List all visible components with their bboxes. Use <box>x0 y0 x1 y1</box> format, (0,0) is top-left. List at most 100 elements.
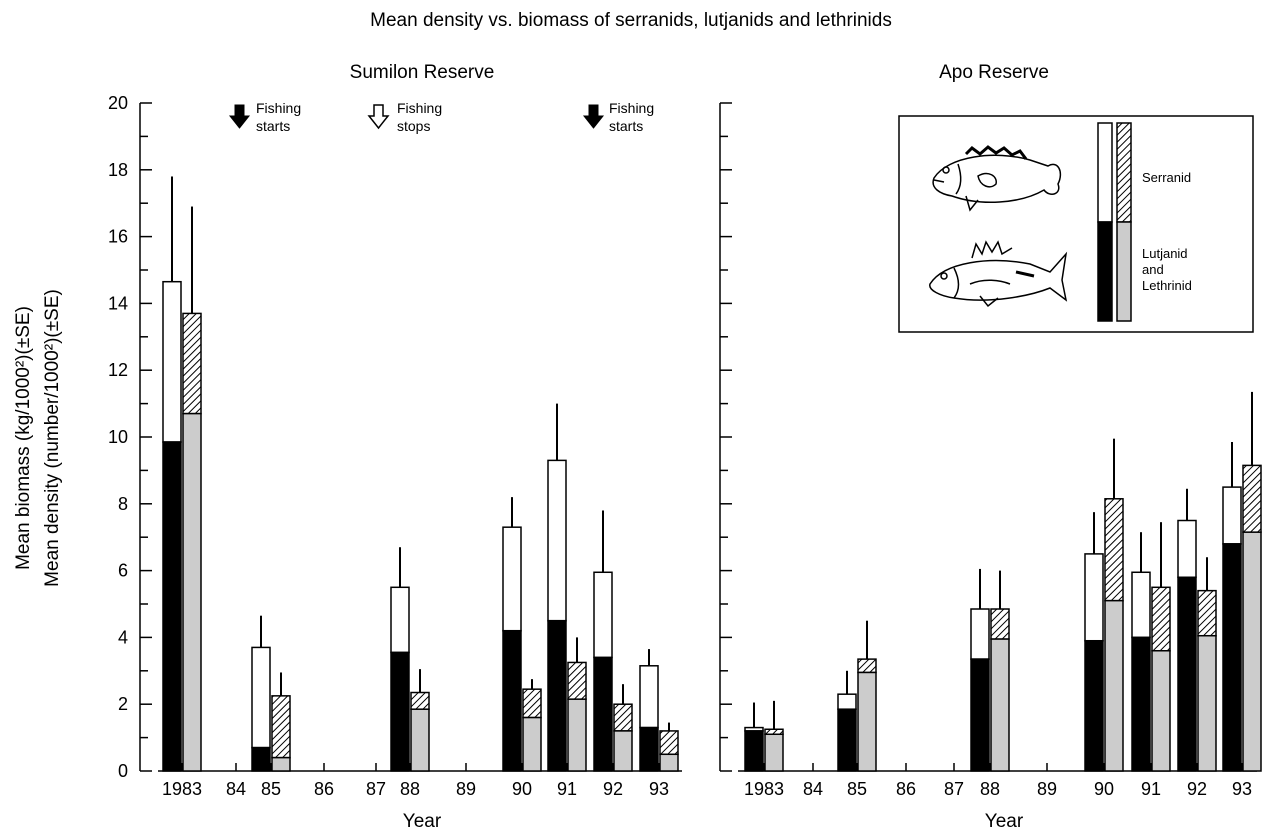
density-serranid-bar <box>1242 464 1262 533</box>
x-tick-label: 93 <box>649 779 669 799</box>
y-tick-label: 16 <box>108 227 128 247</box>
density-lutjanid-lethrinid-bar <box>182 412 202 772</box>
panel-title-apo: Apo Reserve <box>939 62 1049 83</box>
biomass-serranid-bar <box>1222 486 1242 545</box>
legend: Serranid Lutjanid and Lethrinid <box>898 115 1254 333</box>
x-tick-label: 89 <box>456 779 476 799</box>
panel-title-sumilon: Sumilon Reserve <box>350 62 495 83</box>
y-tick-label: 4 <box>118 627 128 647</box>
y-axis-title-density: Mean density (number/1000²)(±SE) <box>42 289 63 587</box>
biomass-serranid-bar <box>251 646 271 749</box>
biomass-lutjanid-lethrinid-bar <box>1084 639 1104 772</box>
legend-lutjanid-label-1: Lutjanid <box>1142 246 1188 261</box>
biomass-lutjanid-lethrinid-bar <box>1222 543 1242 772</box>
density-serranid-bar <box>271 695 291 759</box>
annotation-line2: starts <box>256 118 290 134</box>
legend-biomass-serranid-swatch <box>1097 122 1113 223</box>
x-tick-label: 86 <box>314 779 334 799</box>
biomass-lutjanid-lethrinid-bar <box>1177 576 1197 772</box>
legend-box <box>898 115 1254 333</box>
y-tick-label: 20 <box>108 93 128 113</box>
density-serranid-bar <box>182 312 202 415</box>
legend-density-lutjanid-swatch <box>1116 221 1132 322</box>
biomass-lutjanid-lethrinid-bar <box>744 730 764 772</box>
biomass-lutjanid-lethrinid-bar <box>970 658 990 772</box>
density-lutjanid-lethrinid-bar <box>613 730 633 772</box>
biomass-serranid-bar <box>547 459 567 622</box>
density-serranid-bar <box>1151 586 1171 652</box>
biomass-lutjanid-lethrinid-bar <box>251 746 271 772</box>
density-serranid-bar <box>1104 498 1124 602</box>
density-lutjanid-lethrinid-bar <box>1151 650 1171 772</box>
biomass-serranid-bar <box>502 526 522 632</box>
y-tick-label: 0 <box>118 761 128 781</box>
lutjanid-fish-icon <box>929 240 1068 308</box>
y-tick-label: 2 <box>118 694 128 714</box>
biomass-lutjanid-lethrinid-bar <box>390 651 410 772</box>
biomass-serranid-bar <box>837 693 857 710</box>
annotation-line1: Fishing <box>256 100 301 116</box>
biomass-serranid-bar <box>639 665 659 729</box>
legend-lutjanid-label-3: Lethrinid <box>1142 278 1192 293</box>
x-tick-label: 91 <box>1141 779 1161 799</box>
density-lutjanid-lethrinid-bar <box>857 671 877 772</box>
fishing-annotations: Fishing starts Fishing stops Fishing sta… <box>228 100 654 134</box>
biomass-serranid-bar <box>1084 553 1104 642</box>
density-serranid-bar <box>764 728 784 736</box>
density-serranid-bar <box>613 703 633 732</box>
density-lutjanid-lethrinid-bar <box>990 638 1010 772</box>
biomass-serranid-bar <box>1131 571 1151 639</box>
density-lutjanid-lethrinid-bar <box>522 716 542 772</box>
annotation-fishing-starts-84: Fishing starts <box>228 100 301 134</box>
density-serranid-bar <box>857 658 877 674</box>
x-tick-label: 85 <box>847 779 867 799</box>
density-lutjanid-lethrinid-bar <box>1197 634 1217 772</box>
x-tick-label: 87 <box>366 779 386 799</box>
y-tick-label: 14 <box>108 293 128 313</box>
filled-down-arrow-icon <box>228 104 251 129</box>
density-serranid-bar <box>410 691 430 710</box>
x-tick-label: 90 <box>1094 779 1114 799</box>
density-lutjanid-lethrinid-bar <box>567 698 587 772</box>
x-tick-label: 86 <box>896 779 916 799</box>
biomass-serranid-bar <box>162 280 182 443</box>
chart-title: Mean density vs. biomass of serranids, l… <box>370 10 892 31</box>
panel-apo: 1983 84 85 86 87 88 89 90 91 92 93 <box>719 102 1262 799</box>
open-down-arrow-icon <box>367 104 390 130</box>
density-lutjanid-lethrinid-bar <box>1104 599 1124 772</box>
x-tick-label: 89 <box>1037 779 1057 799</box>
x-tick-label: 1983 <box>744 779 784 799</box>
biomass-serranid-bar <box>390 586 410 654</box>
legend-lutjanid-label-2: and <box>1142 262 1164 277</box>
biomass-serranid-bar <box>970 608 990 660</box>
density-lutjanid-lethrinid-bar <box>271 756 291 772</box>
panel-sumilon: 0 2 4 6 8 10 12 14 16 18 20 1983 84 85 86 87 88 89 90 91 92 9… <box>108 93 682 799</box>
density-lutjanid-lethrinid-bar <box>410 708 430 772</box>
filled-down-arrow-icon <box>582 104 605 129</box>
biomass-lutjanid-lethrinid-bar <box>162 441 182 772</box>
x-tick-label: 1983 <box>162 779 202 799</box>
biomass-lutjanid-lethrinid-bar <box>593 656 613 772</box>
density-serranid-bar <box>659 730 679 756</box>
density-lutjanid-lethrinid-bar <box>1242 531 1262 772</box>
x-tick-label: 91 <box>557 779 577 799</box>
legend-density-serranid-swatch <box>1116 122 1132 223</box>
density-lutjanid-lethrinid-bar <box>659 753 679 772</box>
biomass-lutjanid-lethrinid-bar <box>502 629 522 772</box>
x-axis-title-apo: Year <box>985 811 1024 832</box>
x-tick-label: 87 <box>944 779 964 799</box>
biomass-lutjanid-lethrinid-bar <box>547 619 567 772</box>
annotation-fishing-stops-87: Fishing stops <box>367 100 442 134</box>
y-tick-label: 8 <box>118 494 128 514</box>
x-tick-label: 93 <box>1232 779 1252 799</box>
biomass-serranid-bar <box>1177 519 1197 579</box>
biomass-lutjanid-lethrinid-bar <box>1131 636 1151 772</box>
density-serranid-bar <box>1197 589 1217 637</box>
y-axis-title-biomass: Mean biomass (kg/1000²)(±SE) <box>13 306 34 570</box>
legend-biomass-lutjanid-swatch <box>1097 221 1113 322</box>
x-tick-label: 88 <box>400 779 420 799</box>
x-tick-label: 88 <box>980 779 1000 799</box>
biomass-serranid-bar <box>593 571 613 659</box>
annotation-line2: stops <box>397 118 430 134</box>
